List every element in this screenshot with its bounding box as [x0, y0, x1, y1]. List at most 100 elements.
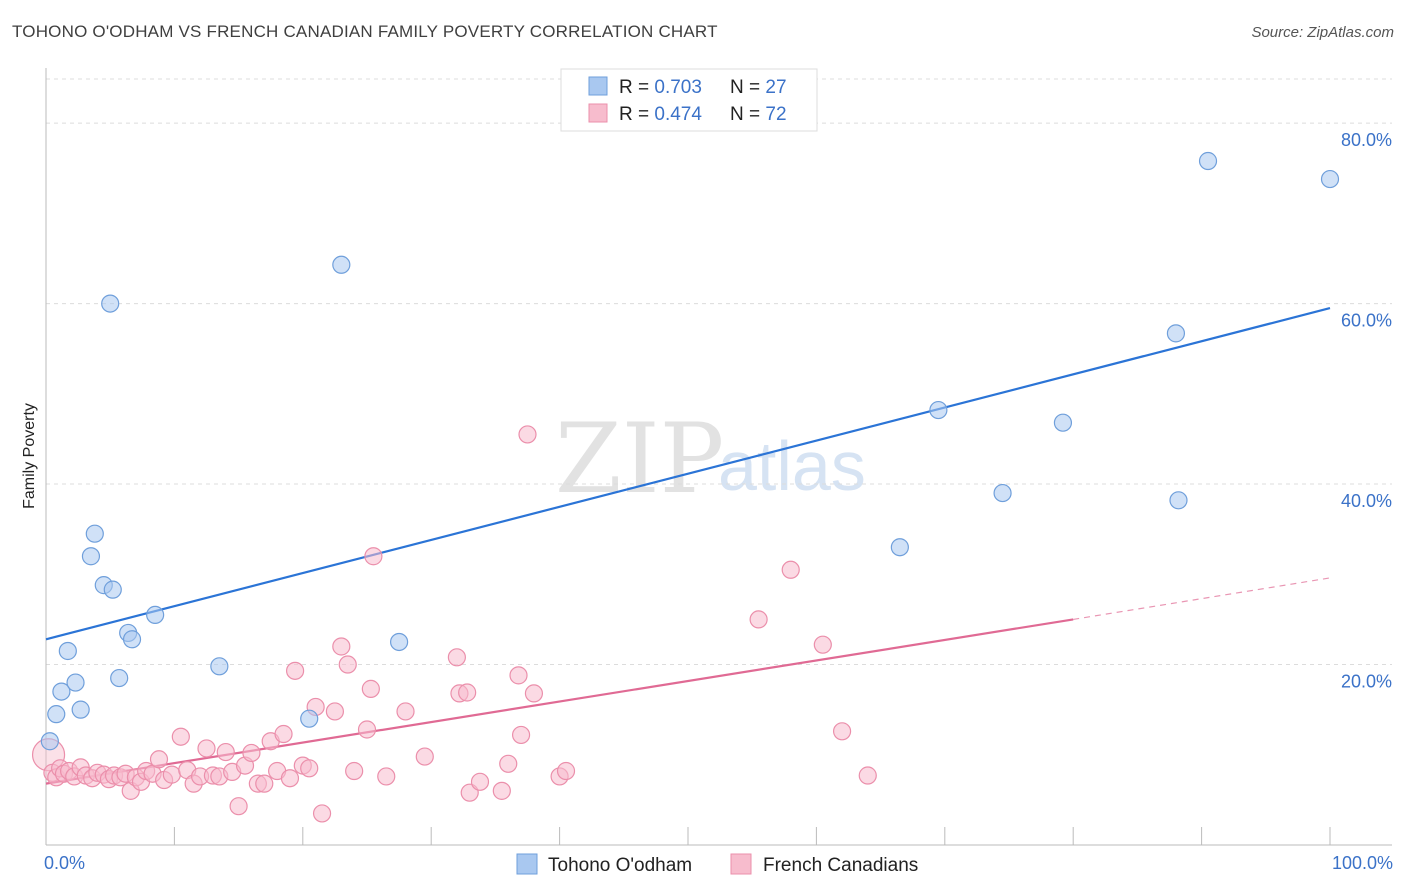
bottom-legend-label-tohono: Tohono O'odham [548, 855, 692, 876]
svg-text:N = 27: N = 27 [730, 77, 787, 98]
svg-text:R = 0.703: R = 0.703 [619, 77, 702, 98]
gridlines [46, 78, 1392, 666]
point-french-31 [216, 742, 235, 762]
point-french-33 [229, 797, 248, 816]
legend-n-value-french: 72 [765, 104, 786, 125]
point-french-40 [274, 724, 293, 744]
point-french-28 [197, 739, 216, 758]
point-tohono-0 [40, 732, 59, 751]
legend-box: R = 0.703 N = 27 R = 0.474 N = 72 [560, 68, 818, 132]
point-tohono-26 [1320, 169, 1340, 189]
point-tohono-20 [890, 538, 909, 557]
point-french-70 [781, 560, 800, 579]
point-french-74 [858, 766, 877, 785]
trend-lines [45, 307, 1331, 785]
point-french-66 [518, 425, 537, 444]
point-french-21 [149, 750, 169, 769]
bottom-legend-label-french: French Canadians [763, 855, 918, 876]
point-tohono-23 [1169, 491, 1188, 510]
point-tohono-21 [993, 483, 1012, 503]
point-french-41 [280, 769, 300, 788]
point-tohono-6 [81, 547, 101, 566]
chart-source: Source: ZipAtlas.com [1251, 24, 1394, 41]
point-french-55 [396, 702, 415, 721]
y-tick-label-3: 80.0% [1341, 130, 1392, 150]
point-french-59 [458, 683, 477, 702]
point-tohono-1 [47, 705, 66, 724]
point-french-35 [242, 743, 261, 763]
point-tohono-19 [929, 400, 948, 420]
svg-text:R = 0.474: R = 0.474 [619, 104, 702, 125]
point-french-57 [447, 648, 466, 667]
point-french-73 [832, 722, 852, 741]
watermark-zip: ZIP [555, 403, 724, 515]
y-axis-title: Family Poverty [21, 403, 38, 509]
y-tick-label-2: 60.0% [1341, 311, 1392, 331]
legend-n-label-tohono: N = [730, 77, 765, 98]
x-tick-labels: 0.0% 100.0% [44, 853, 1393, 873]
y-tick-labels: 20.0% 40.0% 60.0% 80.0% [1341, 130, 1392, 691]
legend-swatch-french [588, 103, 608, 123]
data-points [31, 151, 1340, 823]
point-french-46 [312, 804, 332, 823]
watermark-atlas: atlas [718, 427, 866, 505]
point-french-65 [509, 666, 528, 685]
point-tohono-18 [390, 632, 409, 652]
point-french-54 [377, 767, 396, 786]
point-french-64 [511, 725, 531, 745]
point-french-49 [338, 655, 357, 674]
legend-r-value-tohono: 0.703 [654, 77, 702, 98]
point-french-63 [499, 754, 518, 773]
point-tohono-14 [146, 605, 165, 625]
point-tohono-15 [210, 657, 229, 676]
point-tohono-22 [1053, 413, 1073, 432]
point-tohono-16 [300, 709, 319, 728]
point-french-50 [345, 761, 364, 781]
point-french-42 [285, 661, 305, 680]
point-french-37 [255, 774, 274, 793]
legend-n-label-french: N = [730, 104, 765, 125]
point-french-56 [415, 747, 434, 766]
point-tohono-4 [66, 673, 85, 692]
point-tohono-3 [58, 641, 77, 661]
x-tick-label-1: 100.0% [1332, 853, 1393, 873]
bottom-legend-swatch-french [730, 853, 752, 875]
legend-r-label-tohono: R = [619, 77, 654, 98]
trend-line-dashed-1 [1073, 577, 1331, 621]
point-french-51 [357, 720, 377, 739]
point-french-62 [492, 781, 511, 800]
point-tohono-2 [52, 682, 71, 701]
point-french-47 [325, 702, 344, 721]
y-tick-label-1: 40.0% [1341, 491, 1392, 511]
chart-title: TOHONO O'ODHAM VS FRENCH CANADIAN FAMILY… [12, 22, 718, 41]
trend-line-0 [45, 307, 1331, 641]
point-tohono-25 [1198, 151, 1218, 171]
point-french-67 [524, 684, 544, 703]
point-tohono-7 [85, 524, 104, 543]
legend-r-label-french: R = [619, 104, 654, 125]
point-tohono-24 [1166, 324, 1186, 343]
point-french-53 [364, 547, 383, 566]
point-french-69 [556, 761, 576, 781]
axes [45, 68, 1392, 846]
point-french-48 [332, 637, 351, 656]
legend-n-value-tohono: 27 [765, 77, 786, 98]
point-french-23 [162, 765, 181, 784]
point-tohono-9 [101, 294, 120, 313]
legend-swatch-tohono [588, 76, 608, 96]
svg-text:N = 72: N = 72 [730, 104, 787, 125]
point-french-24 [171, 727, 190, 746]
point-tohono-5 [71, 700, 90, 719]
bottom-legend: Tohono O'odham French Canadians [516, 853, 918, 876]
point-tohono-13 [122, 630, 142, 649]
point-tohono-17 [332, 255, 351, 274]
y-tick-label-0: 20.0% [1341, 672, 1392, 692]
point-tohono-11 [110, 668, 129, 688]
point-french-72 [813, 635, 832, 654]
point-french-61 [470, 772, 490, 791]
watermark: ZIP atlas [555, 403, 866, 515]
x-tick-label-0: 0.0% [44, 853, 85, 873]
bottom-legend-swatch-tohono [516, 853, 538, 875]
point-french-44 [300, 759, 319, 778]
